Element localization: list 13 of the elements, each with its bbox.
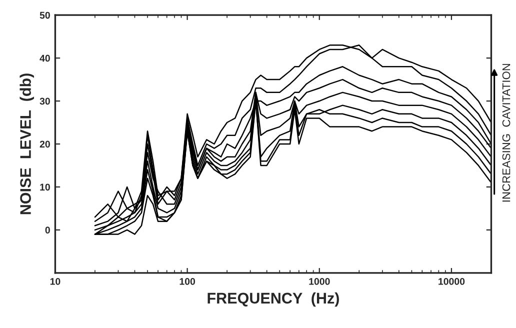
y-tick-label: 10: [40, 184, 50, 191]
y-tick-label: 20: [40, 140, 50, 148]
x-tick-label: 10: [50, 278, 60, 285]
x-axis-title: FREQUENCY (Hz): [208, 292, 339, 307]
x-tick-label: 10000: [438, 278, 465, 285]
y-tick-label: 40: [40, 54, 50, 62]
x-tick-label: 1000: [309, 278, 330, 285]
x-tick-label: 100: [180, 278, 196, 285]
y-tick-label: 50: [40, 12, 50, 19]
y-tick-label: 30: [40, 98, 50, 105]
y-tick-label: 0: [45, 226, 50, 234]
text: INCREASING CAVITATION: [502, 64, 510, 202]
y-axis-title: NOISE LEVEL (db): [20, 74, 34, 214]
